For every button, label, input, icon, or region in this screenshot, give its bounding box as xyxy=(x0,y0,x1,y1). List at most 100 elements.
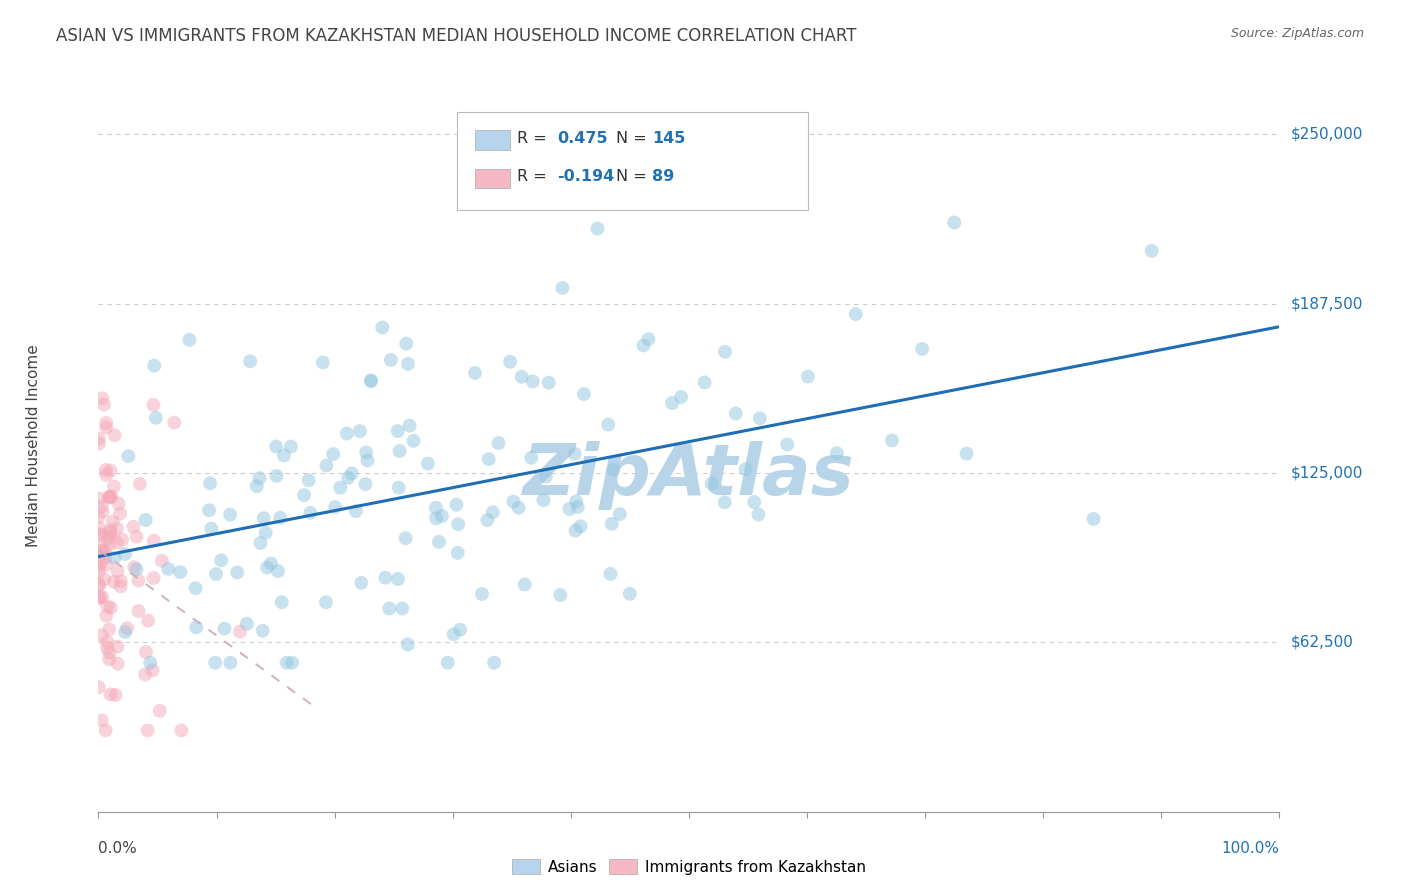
Point xyxy=(117,449,139,463)
Point xyxy=(572,387,595,401)
Point xyxy=(90,714,112,728)
Point xyxy=(93,572,115,586)
Point xyxy=(360,374,382,388)
Point xyxy=(96,467,118,482)
Point xyxy=(280,440,302,454)
Point xyxy=(87,432,110,446)
Point xyxy=(105,522,128,536)
Point xyxy=(128,477,150,491)
Point xyxy=(499,355,522,369)
Point xyxy=(446,498,468,512)
Point xyxy=(394,531,416,545)
Point xyxy=(396,357,419,371)
Point xyxy=(425,511,447,525)
Text: $187,500: $187,500 xyxy=(1291,296,1362,311)
Point xyxy=(488,436,510,450)
Point xyxy=(163,416,186,430)
Point xyxy=(396,637,419,651)
Point xyxy=(315,458,337,473)
Point xyxy=(101,515,124,529)
Point xyxy=(447,546,470,560)
Point xyxy=(127,574,149,588)
Point xyxy=(139,656,162,670)
Point xyxy=(122,560,145,574)
Point xyxy=(100,463,122,477)
Point xyxy=(246,479,269,493)
Point xyxy=(103,479,125,493)
Point xyxy=(880,434,903,448)
Point xyxy=(845,307,868,321)
Point xyxy=(219,508,242,522)
Point xyxy=(184,581,207,595)
Point xyxy=(252,624,274,638)
Point xyxy=(89,521,111,535)
Text: $125,000: $125,000 xyxy=(1291,466,1362,481)
Point xyxy=(136,614,159,628)
Point xyxy=(713,495,735,509)
Point xyxy=(98,623,121,637)
Point xyxy=(253,511,276,525)
Point xyxy=(239,354,262,368)
Point xyxy=(125,562,148,576)
Point xyxy=(340,467,363,481)
Point xyxy=(569,519,592,533)
Point xyxy=(89,491,111,506)
Point xyxy=(114,547,136,561)
Text: Median Household Income: Median Household Income xyxy=(25,344,41,548)
Point xyxy=(96,599,118,614)
Point xyxy=(534,469,557,483)
Point xyxy=(107,657,129,671)
Point xyxy=(200,522,222,536)
Text: R =: R = xyxy=(517,131,553,145)
Point xyxy=(149,704,172,718)
Text: Source: ZipAtlas.com: Source: ZipAtlas.com xyxy=(1230,27,1364,40)
Point xyxy=(142,398,165,412)
Point xyxy=(98,524,121,538)
Point xyxy=(209,553,232,567)
Point xyxy=(170,723,193,738)
Point xyxy=(748,411,770,425)
Point xyxy=(128,604,150,618)
Point xyxy=(344,504,367,518)
Point xyxy=(91,391,114,405)
Point xyxy=(107,640,129,654)
Point xyxy=(111,533,134,547)
Point xyxy=(90,528,112,542)
Point xyxy=(669,390,692,404)
Point xyxy=(87,551,110,566)
Text: $62,500: $62,500 xyxy=(1291,635,1354,650)
Point xyxy=(142,571,165,585)
Point xyxy=(564,447,586,461)
Point xyxy=(94,550,117,565)
Point xyxy=(378,601,401,615)
Point xyxy=(94,723,117,738)
Point xyxy=(329,481,352,495)
Point xyxy=(354,445,377,459)
Point xyxy=(254,525,277,540)
Point xyxy=(136,723,159,738)
Point xyxy=(266,469,288,483)
Point xyxy=(336,426,359,441)
Point xyxy=(425,500,447,515)
Point xyxy=(142,533,165,548)
Point xyxy=(391,601,413,615)
Text: ZipAtlas: ZipAtlas xyxy=(523,441,855,509)
Point xyxy=(502,494,524,508)
Point xyxy=(825,446,848,460)
Point xyxy=(96,558,118,572)
Point xyxy=(98,646,121,660)
Point xyxy=(322,447,344,461)
Point xyxy=(89,527,111,541)
Point xyxy=(108,507,131,521)
Point xyxy=(87,436,110,450)
Point xyxy=(249,471,271,485)
Point xyxy=(633,338,655,352)
Point xyxy=(700,476,723,491)
Point xyxy=(416,457,439,471)
Point xyxy=(443,627,465,641)
Point xyxy=(96,635,118,649)
Point xyxy=(387,572,409,586)
Point xyxy=(600,516,623,531)
Point xyxy=(91,543,114,558)
Point xyxy=(724,407,747,421)
